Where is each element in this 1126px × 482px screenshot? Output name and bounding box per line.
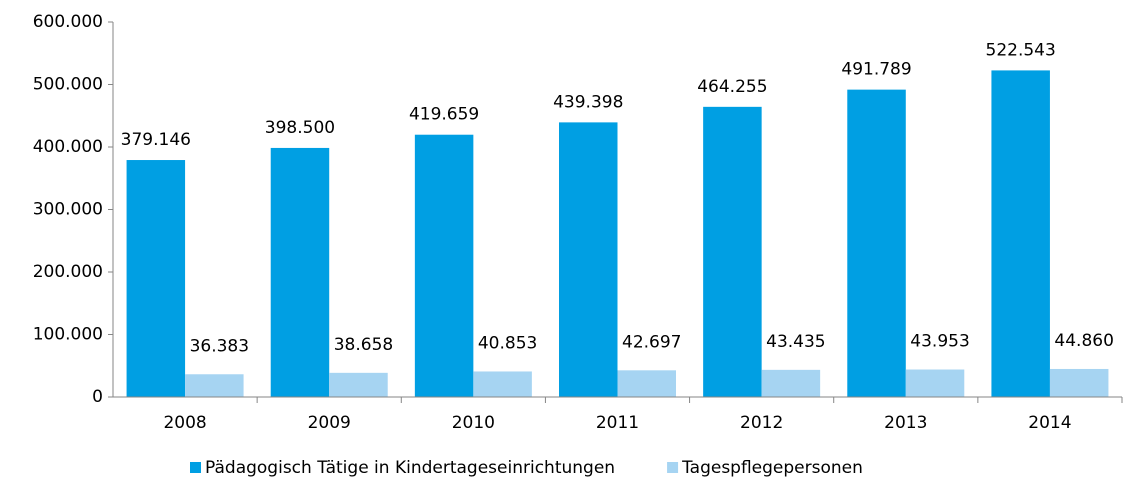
x-tick-label: 2014	[1028, 413, 1071, 433]
legend-label: Tagespflegepersonen	[681, 458, 863, 478]
data-label: 38.658	[334, 335, 393, 355]
data-label: 491.789	[841, 60, 911, 80]
data-label: 40.853	[478, 333, 537, 353]
bar	[703, 106, 762, 397]
data-label: 464.255	[697, 77, 767, 97]
data-label: 398.500	[265, 118, 335, 138]
x-tick-label: 2008	[163, 413, 206, 433]
bar	[905, 369, 965, 397]
x-tick-label: 2010	[452, 413, 495, 433]
x-tick-label: 2011	[596, 413, 639, 433]
data-label: 43.953	[910, 332, 969, 352]
y-tick-label: 500.000	[33, 75, 103, 95]
y-tick-label: 300.000	[33, 200, 103, 220]
x-tick-label: 2012	[740, 413, 783, 433]
bar	[847, 89, 906, 398]
data-label: 439.398	[553, 92, 623, 112]
legend-swatch	[190, 462, 201, 473]
bar	[559, 122, 618, 397]
bar	[329, 372, 388, 397]
x-tick-label: 2009	[308, 413, 351, 433]
bar	[1049, 368, 1109, 397]
legend-swatch	[667, 462, 679, 473]
bar	[126, 160, 186, 397]
bar	[185, 374, 244, 397]
bar	[414, 134, 474, 397]
data-label: 42.697	[622, 332, 681, 352]
bar	[991, 70, 1050, 398]
data-label: 419.659	[409, 105, 479, 125]
bar	[473, 371, 532, 397]
y-tick-label: 400.000	[33, 137, 103, 157]
y-tick-label: 600.000	[33, 12, 103, 32]
data-label: 44.860	[1054, 331, 1113, 351]
data-label: 36.383	[190, 336, 249, 356]
y-tick-label: 200.000	[33, 262, 103, 282]
y-tick-label: 0	[92, 387, 103, 407]
x-tick-label: 2013	[884, 413, 927, 433]
y-tick-label: 100.000	[33, 325, 103, 345]
bar	[617, 370, 676, 397]
bar	[270, 147, 330, 397]
data-label: 522.543	[986, 40, 1056, 60]
data-label: 43.435	[766, 332, 825, 352]
data-label: 379.146	[121, 130, 191, 150]
bar	[761, 369, 821, 397]
legend-label: Pädagogisch Tätige in Kindertageseinrich…	[205, 458, 615, 478]
